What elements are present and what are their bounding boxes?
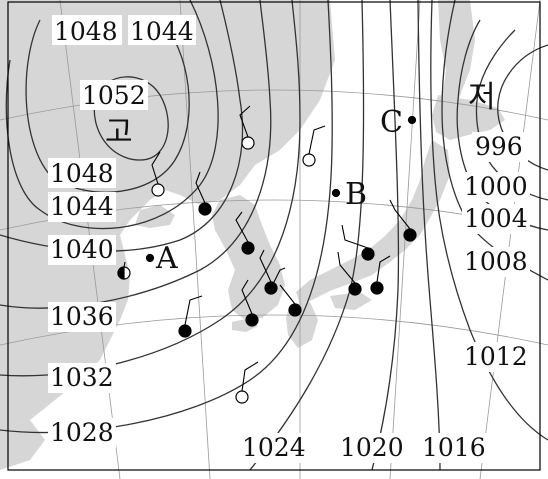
wind-barb — [195, 171, 206, 204]
isobar-label: 1044 — [50, 192, 114, 221]
label-background — [48, 418, 116, 448]
wind-barb — [123, 261, 126, 268]
isobar-label: 1036 — [50, 302, 114, 331]
label-background — [420, 433, 488, 463]
station-marker-overcast — [370, 281, 384, 295]
wind-barb — [389, 199, 411, 230]
wind-barb — [259, 249, 272, 283]
station-layer — [117, 105, 417, 404]
station-marker-overcast — [288, 303, 302, 317]
label-background — [128, 15, 196, 45]
grid-longitude-line — [389, 0, 421, 479]
wind-barb — [241, 361, 259, 392]
isobar-label: 1004 — [464, 204, 528, 233]
point-marker-b — [331, 188, 341, 198]
isobar-label: 1028 — [50, 418, 114, 447]
label-background — [48, 302, 116, 332]
point-label-c: C — [380, 105, 403, 140]
isobar-label: 1016 — [422, 433, 486, 462]
label-background — [48, 235, 116, 265]
wind-barb — [239, 105, 251, 138]
label-background — [52, 15, 122, 45]
high-pressure-label: 고 — [105, 115, 133, 150]
station-marker-overcast — [348, 282, 362, 296]
isobar-line-1012 — [430, 0, 548, 441]
station-marker-clear — [151, 183, 165, 197]
isobar-label: 1024 — [242, 433, 306, 462]
wind-barb — [151, 151, 161, 185]
isobar-label: 1048 — [50, 159, 114, 188]
point-marker-a — [145, 253, 155, 263]
station-marker-clear — [235, 390, 249, 404]
wind-barb — [241, 279, 253, 315]
label-background — [472, 132, 528, 162]
label-background — [48, 192, 116, 222]
wind-barb — [184, 295, 203, 326]
point-label-a: A — [155, 241, 178, 276]
wind-barb — [279, 284, 296, 305]
wind-barb — [235, 211, 249, 243]
grid-latitude-line — [0, 89, 548, 121]
point-marker-c — [407, 115, 417, 125]
station-marker-overcast — [403, 228, 417, 242]
isobar-label: 1048 — [54, 17, 118, 46]
point-label-b: B — [345, 177, 367, 212]
isobar-label-layer: 1048 1044 1052 1048 1044 1040 1036 1032 … — [50, 17, 528, 462]
isobar-label: 1020 — [340, 433, 404, 462]
label-background — [462, 172, 530, 202]
label-background-layer — [48, 15, 530, 463]
isobar-line-1020 — [371, 0, 400, 471]
station-marker-overcast — [245, 313, 259, 327]
wind-barb — [308, 125, 326, 155]
label-background — [462, 247, 530, 277]
station-marker-partly-cloudy — [117, 266, 131, 280]
wind-barb — [337, 251, 356, 284]
label-background — [338, 433, 406, 463]
isobar-label: 1000 — [464, 172, 528, 201]
land-honshu — [296, 140, 450, 305]
wind-barb — [341, 224, 369, 249]
land-hokkaido — [432, 95, 505, 140]
isobar-label: 1052 — [82, 81, 146, 110]
pressure-system-layer: 고 저 — [105, 80, 496, 150]
isobar-label: 1044 — [130, 17, 194, 46]
land-shikoku — [330, 292, 372, 310]
station-marker-overcast — [241, 241, 255, 255]
isobar-label: 1040 — [50, 235, 114, 264]
isobar-label: 996 — [475, 132, 523, 161]
label-background — [48, 363, 116, 393]
isobar-line-1052 — [93, 76, 169, 161]
isobar-line-1028 — [0, 0, 333, 434]
label-background — [240, 433, 308, 463]
point-label-layer: A B C — [155, 105, 403, 276]
label-background — [80, 80, 148, 110]
wind-barb — [376, 255, 391, 283]
station-marker-clear — [241, 136, 255, 150]
low-pressure-label: 저 — [468, 80, 496, 115]
label-background — [462, 342, 530, 372]
station-marker-overcast — [178, 324, 192, 338]
isobar-line-1044 — [5, 0, 219, 230]
isobar-line-1016 — [417, 0, 441, 471]
station-marker-clear — [302, 153, 316, 167]
label-background — [462, 204, 530, 234]
label-background — [48, 158, 116, 188]
isobar-label: 1032 — [50, 363, 114, 392]
isobar-label: 1008 — [464, 247, 528, 276]
station-marker-overcast — [361, 247, 375, 261]
grid-longitude-line — [479, 0, 541, 479]
grid-longitude-line — [179, 0, 211, 479]
wind-barb — [270, 267, 286, 289]
map-frame — [7, 1, 541, 471]
isobar-label: 1012 — [464, 342, 528, 371]
land-sakhalin — [438, 0, 475, 118]
station-marker-overcast — [198, 202, 212, 216]
